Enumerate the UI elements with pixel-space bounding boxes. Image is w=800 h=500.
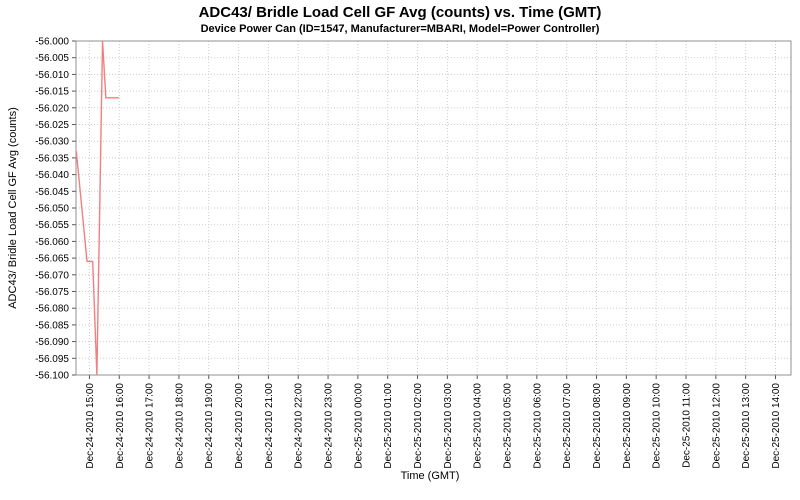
y-tick-label: -56.010 bbox=[35, 70, 69, 81]
x-tick-label: Dec-24-2010 15:00 bbox=[85, 383, 96, 469]
x-tick-label: Dec-25-2010 00:00 bbox=[353, 383, 364, 469]
x-tick-label: Dec-25-2010 14:00 bbox=[771, 383, 782, 469]
y-tick-label: -56.090 bbox=[35, 337, 69, 348]
y-tick-label: -56.025 bbox=[35, 120, 69, 131]
y-tick-label: -56.095 bbox=[35, 354, 69, 365]
y-tick-label: -56.020 bbox=[35, 103, 69, 114]
x-tick-label: Dec-25-2010 07:00 bbox=[562, 383, 573, 469]
x-tick-label: Dec-25-2010 13:00 bbox=[741, 383, 752, 469]
y-tick-label: -56.085 bbox=[35, 320, 69, 331]
y-tick-label: -56.045 bbox=[35, 187, 69, 198]
y-tick-label: -56.030 bbox=[35, 137, 69, 148]
y-tick-label: -56.040 bbox=[35, 170, 69, 181]
x-tick-label: Dec-25-2010 12:00 bbox=[711, 383, 722, 469]
x-tick-label: Dec-25-2010 06:00 bbox=[532, 383, 543, 469]
x-tick-label: Dec-24-2010 19:00 bbox=[204, 383, 215, 469]
x-tick-label: Dec-24-2010 20:00 bbox=[234, 383, 245, 469]
series-line bbox=[75, 40, 119, 376]
x-tick-label: Dec-24-2010 23:00 bbox=[324, 383, 335, 469]
x-tick-label: Dec-24-2010 21:00 bbox=[264, 383, 275, 469]
y-tick-label: -56.055 bbox=[35, 220, 69, 231]
x-tick-label: Dec-25-2010 11:00 bbox=[682, 383, 693, 468]
x-tick-label: Dec-25-2010 03:00 bbox=[443, 383, 454, 469]
x-tick-label: Dec-25-2010 08:00 bbox=[592, 383, 603, 469]
y-tick-label: -56.075 bbox=[35, 287, 69, 298]
chart-subtitle: Device Power Can (ID=1547, Manufacturer=… bbox=[200, 23, 600, 35]
y-tick-label: -56.000 bbox=[35, 37, 69, 48]
y-tick-label: -56.100 bbox=[35, 371, 69, 382]
y-tick-label: -56.070 bbox=[35, 270, 69, 281]
x-tick-label: Dec-25-2010 05:00 bbox=[503, 383, 514, 469]
x-tick-label: Dec-24-2010 18:00 bbox=[174, 383, 185, 469]
y-tick-label: -56.065 bbox=[35, 254, 69, 265]
y-tick-label: -56.080 bbox=[35, 304, 69, 315]
plot-border bbox=[75, 40, 792, 376]
x-axis-title: Time (GMT) bbox=[400, 470, 460, 482]
x-tick-label: Dec-25-2010 10:00 bbox=[652, 383, 663, 469]
y-tick-label: -56.060 bbox=[35, 237, 69, 248]
x-tick-label: Dec-25-2010 09:00 bbox=[622, 383, 633, 469]
y-tick-label: -56.035 bbox=[35, 153, 69, 164]
x-tick-label: Dec-25-2010 02:00 bbox=[413, 383, 424, 469]
x-tick-label: Dec-25-2010 01:00 bbox=[383, 383, 394, 469]
y-tick-label: -56.015 bbox=[35, 87, 69, 98]
x-tick-label: Dec-24-2010 16:00 bbox=[115, 383, 126, 469]
y-axis-title: ADC43/ Bridle Load Cell GF Avg (counts) bbox=[7, 107, 19, 309]
y-tick-label: -56.050 bbox=[35, 204, 69, 215]
x-tick-label: Dec-24-2010 22:00 bbox=[294, 383, 305, 469]
x-tick-label: Dec-25-2010 04:00 bbox=[473, 383, 484, 469]
chart-title: ADC43/ Bridle Load Cell GF Avg (counts) … bbox=[198, 4, 602, 21]
y-tick-label: -56.005 bbox=[35, 53, 69, 64]
x-tick-label: Dec-24-2010 17:00 bbox=[145, 383, 156, 469]
